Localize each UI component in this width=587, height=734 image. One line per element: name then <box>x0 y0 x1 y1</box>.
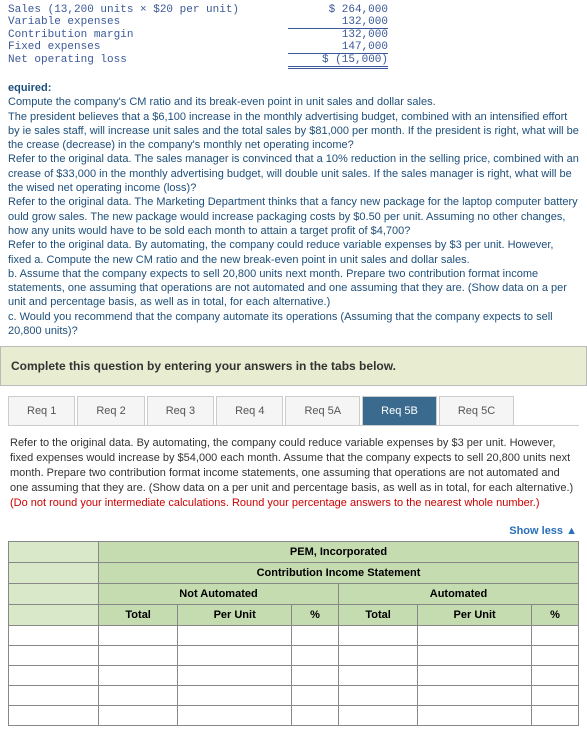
value-input[interactable] <box>532 705 579 725</box>
financial-row: Fixed expenses147,000 <box>8 41 579 54</box>
group-automated: Automated <box>338 583 578 604</box>
table-title-company: PEM, Incorporated <box>99 541 579 562</box>
table-row <box>9 705 579 725</box>
value-input[interactable] <box>532 685 579 705</box>
value-input[interactable] <box>99 625 178 645</box>
tab-req-5c[interactable]: Req 5C <box>439 396 514 425</box>
row-label-input[interactable] <box>9 685 99 705</box>
fin-value: $ (15,000) <box>288 54 388 69</box>
question-text: equired: Compute the company's CM ratio … <box>0 73 587 346</box>
fin-label: Sales (13,200 units × $20 per unit) <box>8 4 288 16</box>
col-header: % <box>532 604 579 625</box>
row-label-input[interactable] <box>9 625 99 645</box>
financial-row: Sales (13,200 units × $20 per unit)$ 264… <box>8 4 579 16</box>
fin-value: $ 264,000 <box>288 4 388 16</box>
value-input[interactable] <box>99 685 178 705</box>
required-heading: equired: <box>8 82 51 94</box>
value-input[interactable] <box>292 685 339 705</box>
value-input[interactable] <box>178 645 292 665</box>
table-row <box>9 685 579 705</box>
income-statement-table: PEM, Incorporated Contribution Income St… <box>8 541 579 726</box>
tab-req-5a[interactable]: Req 5A <box>285 396 360 425</box>
value-input[interactable] <box>338 625 417 645</box>
fin-value: 132,000 <box>288 16 388 29</box>
value-input[interactable] <box>338 685 417 705</box>
value-input[interactable] <box>178 705 292 725</box>
table-title-statement: Contribution Income Statement <box>99 562 579 583</box>
chevron-up-icon: ▲ <box>566 525 577 537</box>
value-input[interactable] <box>532 665 579 685</box>
tab-req-2[interactable]: Req 2 <box>77 396 144 425</box>
financial-row: Net operating loss$ (15,000) <box>8 54 579 69</box>
instruction-bar: Complete this question by entering your … <box>0 346 587 386</box>
value-input[interactable] <box>532 645 579 665</box>
value-input[interactable] <box>178 625 292 645</box>
income-statement-table-wrap: PEM, Incorporated Contribution Income St… <box>0 541 587 734</box>
col-header: Total <box>99 604 178 625</box>
value-input[interactable] <box>292 625 339 645</box>
show-less-link[interactable]: Show less ▲ <box>0 521 587 541</box>
tab-req-5b[interactable]: Req 5B <box>362 396 437 425</box>
financial-row: Variable expenses132,000 <box>8 16 579 29</box>
show-less-label: Show less <box>509 525 563 537</box>
value-input[interactable] <box>418 625 532 645</box>
fin-value: 147,000 <box>288 41 388 54</box>
group-not-automated: Not Automated <box>99 583 339 604</box>
tab-req-4[interactable]: Req 4 <box>216 396 283 425</box>
row-label-input[interactable] <box>9 705 99 725</box>
value-input[interactable] <box>418 665 532 685</box>
value-input[interactable] <box>338 705 417 725</box>
col-header: Per Unit <box>418 604 532 625</box>
tab-desc-main: Refer to the original data. By automatin… <box>10 437 573 494</box>
col-header: Per Unit <box>178 604 292 625</box>
question-body: Compute the company's CM ratio and its b… <box>8 96 579 337</box>
table-row <box>9 625 579 645</box>
row-label-input[interactable] <box>9 645 99 665</box>
value-input[interactable] <box>418 645 532 665</box>
fin-value: 132,000 <box>288 29 388 41</box>
value-input[interactable] <box>292 705 339 725</box>
table-row <box>9 645 579 665</box>
value-input[interactable] <box>418 705 532 725</box>
table-row <box>9 665 579 685</box>
value-input[interactable] <box>99 665 178 685</box>
tab-req-3[interactable]: Req 3 <box>147 396 214 425</box>
value-input[interactable] <box>99 645 178 665</box>
tab-strip: Req 1Req 2Req 3Req 4Req 5AReq 5BReq 5C <box>8 396 579 426</box>
tab-description: Refer to the original data. By automatin… <box>0 426 587 520</box>
value-input[interactable] <box>292 645 339 665</box>
value-input[interactable] <box>292 665 339 685</box>
col-header: % <box>292 604 339 625</box>
row-label-input[interactable] <box>9 665 99 685</box>
fin-label: Variable expenses <box>8 16 288 29</box>
financial-row: Contribution margin132,000 <box>8 29 579 41</box>
col-header: Total <box>338 604 417 625</box>
tab-req-1[interactable]: Req 1 <box>8 396 75 425</box>
value-input[interactable] <box>418 685 532 705</box>
tab-desc-note: (Do not round your intermediate calculat… <box>10 497 540 509</box>
value-input[interactable] <box>338 665 417 685</box>
fin-label: Net operating loss <box>8 54 288 69</box>
value-input[interactable] <box>338 645 417 665</box>
financial-summary: Sales (13,200 units × $20 per unit)$ 264… <box>0 0 587 73</box>
value-input[interactable] <box>532 625 579 645</box>
value-input[interactable] <box>178 665 292 685</box>
fin-label: Fixed expenses <box>8 41 288 54</box>
fin-label: Contribution margin <box>8 29 288 41</box>
value-input[interactable] <box>99 705 178 725</box>
value-input[interactable] <box>178 685 292 705</box>
